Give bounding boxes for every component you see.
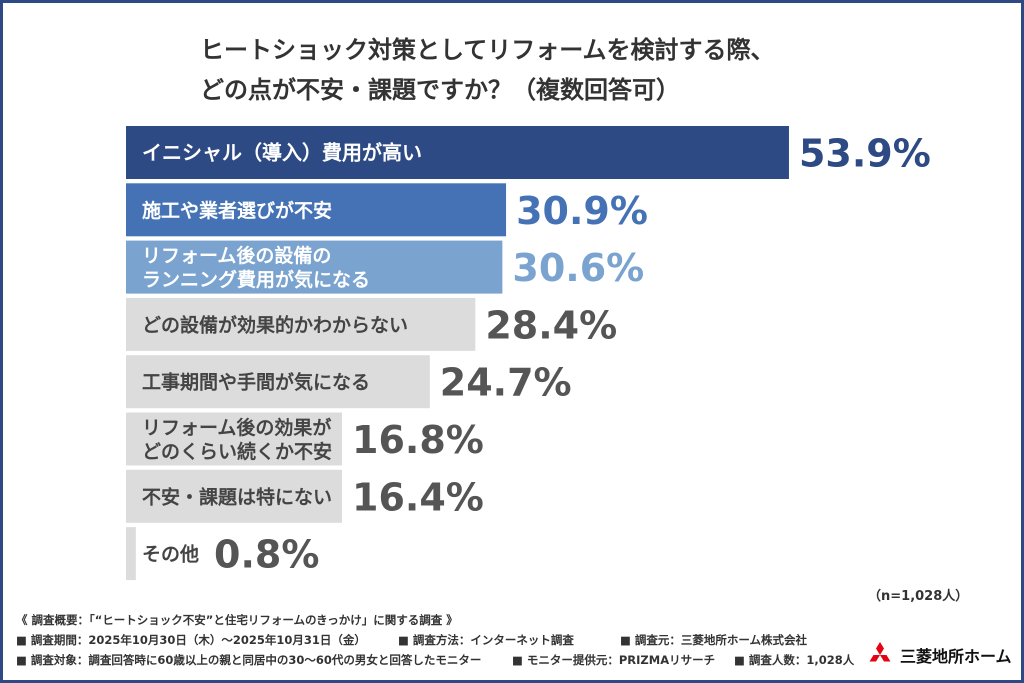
survey-summary: 《 調査概要：「“ヒートショック不安”と住宅リフォームのきっかけ」に関する調査 … [16,610,856,670]
category-label: どの設備が効果的かわからない [142,313,408,336]
value-label: 16.4% [352,475,484,519]
bar-group: その他 0.8% [126,527,319,581]
survey-row-1: ■ 調査期間：2025年10月30日（木）〜2025年10月31日（金） ■ 調査… [16,630,856,650]
bar-group: イニシャル（導入）費用が高い 53.9% [126,126,931,179]
company-logo: 三菱地所ホーム [866,640,1012,670]
category-label: 工事期間や手間が気になる [142,371,370,394]
chart-title: ヒートショック対策としてリフォームを検討する際、 どの点が不安・課題ですか？（複… [200,30,900,110]
mitsubishi-three-diamonds-icon [869,642,891,662]
survey-count: ■ 調査人数：1,028人 [734,653,855,667]
bar-group: どの設備が効果的かわからない 28.4% [126,297,617,351]
bar [126,183,507,237]
company-logo-text: 三菱地所ホーム [900,647,1012,666]
bar [126,297,476,351]
survey-row-2: ■ 調査対象：調査回答時に60歳以上の親と同居中の30〜60代の男女と回答したモ… [16,650,856,670]
title-line-2: どの点が不安・課題ですか？（複数回答可） [200,76,680,104]
sample-size-note: （n=1,028人） [868,589,969,604]
survey-period: ■ 調査期間：2025年10月30日（木）〜2025年10月31日（金） [16,633,366,647]
bar [126,469,343,523]
bar-group: 施工や業者選びが不安 30.9% [126,183,648,237]
bar [126,240,503,294]
survey-target: ■ 調査対象：調査回答時に60歳以上の親と同居中の30〜60代の男女と回答したモ… [16,653,482,667]
survey-method: ■ 調査方法：インターネット調査 [398,633,574,647]
category-label: リフォーム後の効果がどのくらい続くか不安 [142,416,332,463]
value-label: 16.8% [352,418,484,462]
survey-organizer: ■ 調査元：三菱地所ホーム株式会社 [620,633,808,647]
bar [126,126,789,179]
title-line-1: ヒートショック対策としてリフォームを検討する際、 [200,36,775,64]
survey-provider: ■ モニター提供元：PRIZMAリサーチ [512,653,716,667]
value-label: 0.8% [214,533,319,577]
bar [126,355,430,409]
value-label: 28.4% [485,303,617,347]
bar-group: リフォーム後の設備のランニング費用が気になる 30.6% [126,240,644,294]
value-label: 30.6% [512,246,644,290]
category-label: 不安・課題は特にない [142,485,332,508]
category-label: イニシャル（導入）費用が高い [142,141,422,165]
survey-heading: 《 調査概要：「“ヒートショック不安”と住宅リフォームのきっかけ」に関する調査 … [16,613,458,627]
value-label: 53.9% [799,132,931,176]
bar-group: リフォーム後の効果がどのくらい続くか不安 16.8% [126,412,484,466]
bar-group: 工事期間や手間が気になる 24.7% [126,355,572,409]
bar [126,412,343,466]
category-label: 施工や業者選びが不安 [142,199,332,222]
bar [126,527,136,581]
category-label: リフォーム後の設備のランニング費用が気になる [142,244,370,291]
category-label: その他 [142,543,199,566]
value-label: 24.7% [440,361,572,405]
value-label: 30.9% [516,189,648,233]
bar-group: 不安・課題は特にない 16.4% [126,469,484,523]
